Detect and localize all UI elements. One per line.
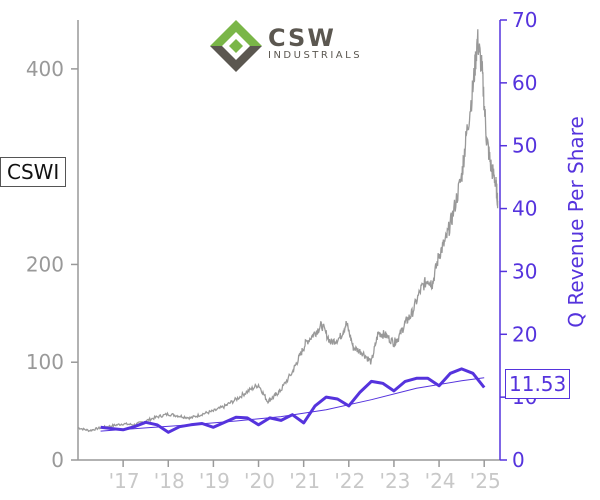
x-tick-label: '22	[334, 469, 365, 493]
x-tick-label: '20	[244, 469, 275, 493]
logo-wordmark: CSW	[268, 24, 336, 52]
axes	[77, 20, 501, 461]
right-tick-label: 60	[512, 71, 537, 95]
right-tick-label: 30	[512, 259, 537, 283]
company-logo: CSW INDUSTRIALS	[208, 18, 378, 76]
last-revenue-value: 11.53	[505, 369, 571, 399]
x-tick-label: '18	[154, 469, 185, 493]
x-tick-label: '24	[425, 469, 456, 493]
price-line-path	[78, 29, 499, 433]
left-tick-label: 100	[26, 350, 64, 374]
right-axis-label: Q Revenue Per Share	[564, 116, 588, 328]
x-tick-label: '25	[470, 469, 501, 493]
right-tick-label: 50	[512, 134, 537, 158]
right-tick-label: 0	[512, 448, 525, 472]
price-series	[78, 29, 499, 433]
revenue-trend-series	[100, 377, 485, 432]
left-tick-label: 0	[51, 448, 64, 472]
logo-mark-icon	[210, 20, 262, 72]
left-tick-label: 200	[26, 252, 64, 276]
right-tick-label: 20	[512, 322, 537, 346]
logo-subtitle: INDUSTRIALS	[268, 50, 363, 61]
revenue-trend-path	[100, 377, 485, 432]
right-tick-label: 40	[512, 197, 537, 221]
x-tick-label: '17	[109, 469, 140, 493]
x-tick-label: '23	[379, 469, 410, 493]
ticker-label: CSWI	[0, 157, 67, 187]
revenue-series	[100, 367, 486, 434]
x-tick-label: '21	[289, 469, 320, 493]
revenue-line-path	[100, 367, 486, 434]
x-tick-label: '19	[199, 469, 230, 493]
right-axis-ticks: 010203040506070	[500, 8, 537, 472]
left-tick-label: 400	[26, 57, 64, 81]
x-axis-ticks: '17 '18 '19 '20 '21 '22 '23 '24 '25	[109, 460, 501, 493]
left-axis-ticks: 0 100 200 400	[26, 57, 78, 472]
right-tick-label: 70	[512, 8, 537, 32]
